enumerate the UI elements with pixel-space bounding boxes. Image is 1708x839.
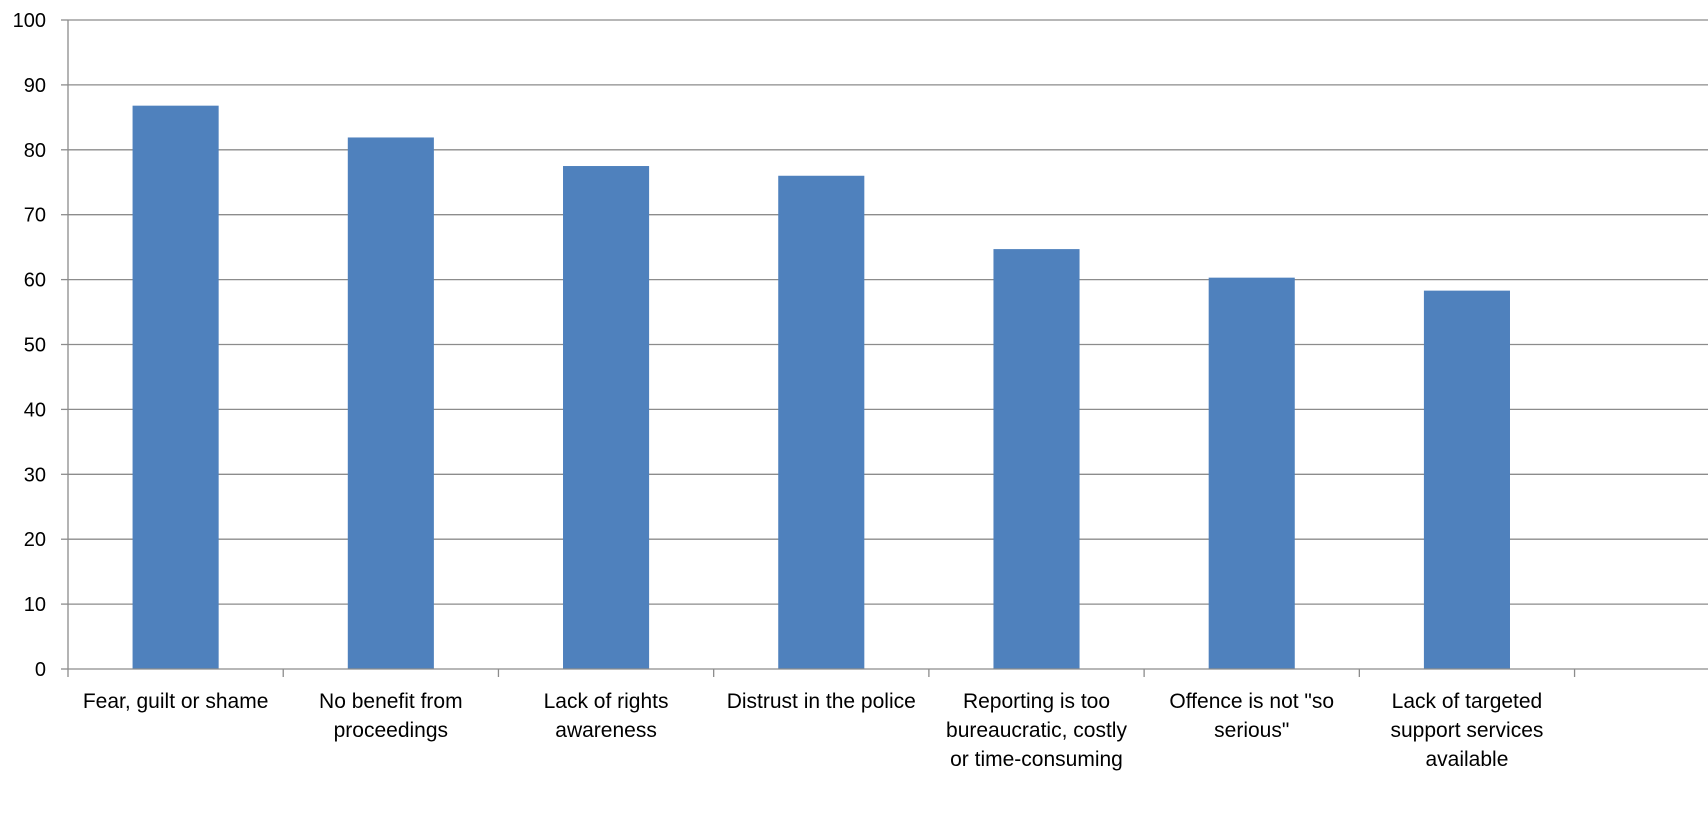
y-tick-label: 90 [24,75,46,97]
bar [132,105,219,670]
bar [993,249,1080,670]
x-category-label: Offence is not "so serious" [1169,690,1334,742]
bar [1208,277,1295,669]
y-tick-label: 10 [24,594,46,616]
y-tick-label: 80 [24,140,46,162]
y-tick-label: 70 [24,205,46,227]
y-tick-label: 0 [35,659,46,681]
x-category-label: Lack of rights awareness [544,690,669,742]
y-tick-label: 60 [24,270,46,292]
x-category-label: Lack of targeted support services availabl… [1390,690,1543,771]
x-category-label: No benefit from proceedings [319,690,463,742]
gridlines [68,19,1708,605]
y-tick-label: 50 [24,335,46,357]
bar [1423,290,1510,669]
x-category-label: Distrust in the police [727,690,916,713]
y-tick-label: 20 [24,529,46,551]
y-tick-label: 100 [13,10,46,32]
y-tick-label: 30 [24,464,46,486]
x-category-label: Reporting is too bureaucratic, costly or t… [946,690,1127,771]
bar [778,175,865,669]
y-tick-labels: 0 10 20 30 40 50 60 70 80 90 100 [13,10,46,681]
bar [563,166,650,669]
x-category-labels: Fear, guilt or shame No benefit from proce… [83,690,1544,771]
axes [61,19,1708,677]
bar [347,137,434,669]
x-category-label: Fear, guilt or shame [83,690,269,713]
bars [132,105,1510,670]
y-tick-label: 40 [24,399,46,421]
